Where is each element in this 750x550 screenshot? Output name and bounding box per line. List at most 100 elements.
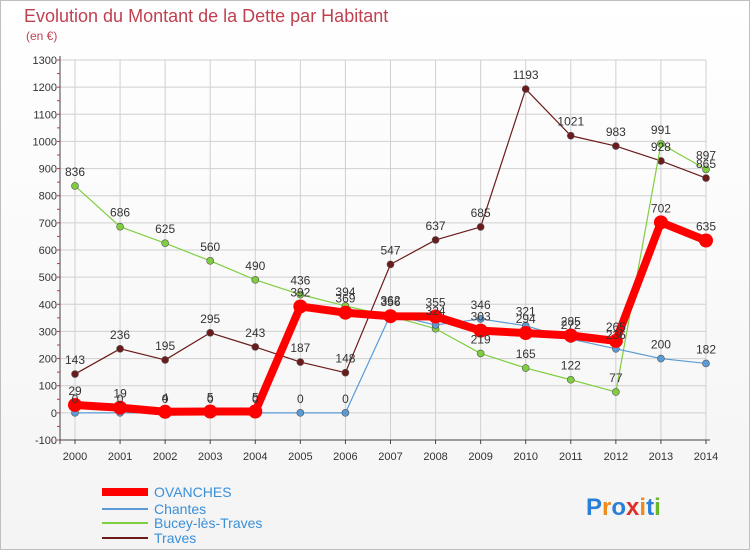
y-tick-label: 1000 [33,136,57,148]
x-tick-label: 2012 [604,451,628,463]
data-label: 897 [696,148,716,162]
x-tick-label: 2002 [153,451,177,463]
data-label: 547 [380,243,400,257]
y-tick-label: 1100 [33,109,57,121]
data-point [699,233,713,248]
y-tick-label: 0 [51,408,57,420]
y-tick-label: 900 [39,164,57,176]
data-point [657,354,665,363]
data-label: 122 [561,359,581,373]
data-point [296,290,305,299]
data-point [116,222,124,231]
y-tick-label: 800 [39,191,57,203]
data-point [431,236,440,244]
data-label: 77 [609,371,623,385]
x-tick-label: 2011 [559,451,583,463]
data-label: 4 [162,391,169,405]
data-label: 686 [110,206,130,220]
data-label: 29 [68,384,82,398]
data-point [563,328,578,343]
x-tick-label: 2007 [378,451,402,463]
data-label: 625 [155,222,175,236]
data-point [251,276,260,284]
data-point [248,404,263,419]
x-tick-label: 2008 [423,451,447,463]
data-label: 272 [561,318,581,332]
data-label: 143 [65,353,85,367]
x-tick-label: 2001 [108,451,132,463]
data-point [702,174,710,182]
data-label: 294 [516,312,536,326]
data-label: 200 [651,338,671,352]
data-point [296,409,305,417]
data-point [612,142,620,150]
data-label: 346 [471,298,491,312]
data-point [158,404,173,419]
data-point [296,358,305,366]
data-label: 285 [561,315,581,329]
data-label: 928 [651,140,671,154]
data-label: 0 [342,392,349,406]
data-point [521,85,530,93]
data-label: 490 [245,259,265,273]
data-point [702,165,710,174]
data-label: 0 [252,392,259,406]
y-tick-label: 600 [39,245,57,257]
data-point [383,309,398,324]
legend-label: Traves [154,530,196,546]
data-point [71,182,79,190]
y-tick-label: 500 [39,272,57,284]
data-label: 362 [380,294,400,308]
data-point [653,215,668,230]
data-point [68,397,82,412]
y-tick-label: 1200 [33,82,57,94]
data-label: 303 [471,310,491,324]
data-point [206,328,215,337]
x-tick-label: 2014 [694,451,718,463]
data-labels: 29 19 4 5 5 392 369 356 355 303 294 285 265 702 635 0 0 0… [65,68,716,406]
y-tick-label: 700 [39,218,57,230]
data-point [476,349,485,358]
data-label: 702 [651,201,671,215]
data-label: 243 [245,326,265,340]
data-point [71,370,79,378]
data-point [341,368,350,377]
data-label: 0 [207,392,214,406]
data-point [608,333,623,348]
data-point [428,309,443,324]
data-label: 5 [207,391,214,405]
y-tick-label: 300 [39,326,57,338]
x-tick-label: 2003 [198,451,222,463]
data-label: 295 [200,312,220,326]
data-point [518,326,533,341]
data-label: 983 [606,125,626,139]
x-tick-label: 2013 [649,451,673,463]
data-label: 236 [606,328,626,342]
data-label: 369 [335,292,355,306]
data-label: 560 [200,240,220,254]
data-label: 0 [162,392,169,406]
data-point [566,131,575,140]
x-tick-label: 2000 [63,451,87,463]
data-label: 324 [426,304,446,318]
x-tick-label: 2006 [333,451,357,463]
data-point [293,299,308,314]
data-label: 0 [72,392,79,406]
data-point [702,359,710,368]
data-label: 635 [696,220,716,234]
chart-title: Evolution du Montant de la Dette par Hab… [24,6,388,26]
data-label: 0 [117,392,124,406]
proxiti-logo: Proxiti [586,494,661,521]
data-point [206,257,215,265]
chart-subtitle: (en €) [26,29,57,43]
y-tick-label: -100 [35,435,57,447]
data-label: 165 [516,347,536,361]
data-point [161,239,169,248]
data-point [566,375,575,384]
data-point [341,409,350,417]
data-label: 836 [65,165,85,179]
axes: -100010020030040050060070080090010001100… [33,55,719,463]
